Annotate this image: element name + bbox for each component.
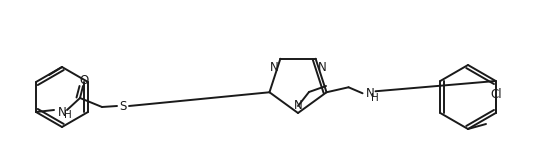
Text: H: H <box>64 110 71 120</box>
Text: N: N <box>58 105 67 119</box>
Text: H: H <box>371 93 379 103</box>
Text: O: O <box>79 74 89 87</box>
Text: N: N <box>365 87 374 100</box>
Text: Cl: Cl <box>490 89 502 102</box>
Text: S: S <box>119 99 127 112</box>
Text: N: N <box>270 61 278 74</box>
Text: N: N <box>294 99 302 112</box>
Text: N: N <box>318 61 326 74</box>
